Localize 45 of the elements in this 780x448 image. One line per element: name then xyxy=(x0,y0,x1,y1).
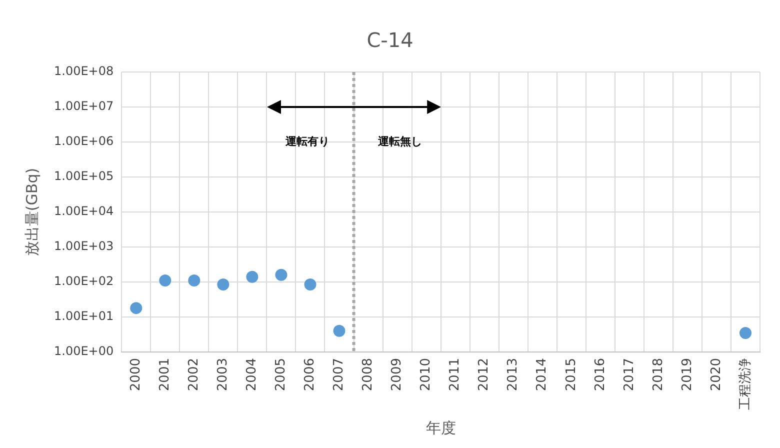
x-tick-label: 2004 xyxy=(244,358,260,392)
point xyxy=(304,278,316,290)
y-tick-label: 1.00E+01 xyxy=(54,309,114,324)
x-tick-label: 2016 xyxy=(592,358,608,392)
annotation: 運転有り xyxy=(284,134,330,148)
x-tick-label: 2018 xyxy=(650,358,666,392)
point xyxy=(217,278,230,290)
x-tick-label: 2010 xyxy=(418,358,434,392)
x-tick-label: 2014 xyxy=(534,358,550,392)
x-tick-label: 2007 xyxy=(332,358,347,392)
chart-title: C-14 xyxy=(366,28,414,52)
annotation: 運転無し xyxy=(377,134,422,148)
x-axis-title: 年度 xyxy=(426,418,456,437)
point xyxy=(130,302,142,314)
y-tick-label: 1.00E+06 xyxy=(54,134,114,148)
point xyxy=(739,326,752,339)
x-tick-label: 2011 xyxy=(448,358,463,392)
x-tick-label: 工程洗浄 xyxy=(738,358,753,410)
x-tick-label: 2000 xyxy=(128,358,144,392)
y-tick-label: 1.00E+08 xyxy=(54,64,114,78)
x-tick-label: 2005 xyxy=(274,358,289,392)
x-tick-label: 2015 xyxy=(564,358,579,392)
y-tick-label: 1.00E+04 xyxy=(54,204,114,218)
x-tick-label: 2003 xyxy=(216,358,231,392)
y-tick-label: 1.00E+07 xyxy=(54,99,114,114)
x-tick-label: 2006 xyxy=(302,358,318,392)
x-tick-label: 2019 xyxy=(680,358,695,392)
x-tick-label: 2013 xyxy=(506,358,521,392)
y-tick-label: 1.00E+02 xyxy=(54,274,114,288)
y-tick-label: 1.00E+03 xyxy=(54,239,114,254)
y-tick-label: 1.00E+00 xyxy=(54,344,114,358)
point xyxy=(159,274,172,287)
y-tick-label: 1.00E+05 xyxy=(54,169,114,184)
point xyxy=(188,274,200,287)
point xyxy=(246,270,258,283)
x-tick-label: 2017 xyxy=(622,358,637,392)
x-tick-label: 2008 xyxy=(360,358,376,392)
point xyxy=(275,268,288,281)
y-axis-title: 放出量(GBq) xyxy=(22,168,41,256)
x-tick-label: 2012 xyxy=(476,358,492,392)
x-tick-label: 2002 xyxy=(186,358,202,392)
x-tick-label: 2009 xyxy=(390,358,405,392)
x-tick-label: 2001 xyxy=(158,358,173,392)
point xyxy=(333,324,346,337)
x-tick-label: 2020 xyxy=(708,358,724,392)
